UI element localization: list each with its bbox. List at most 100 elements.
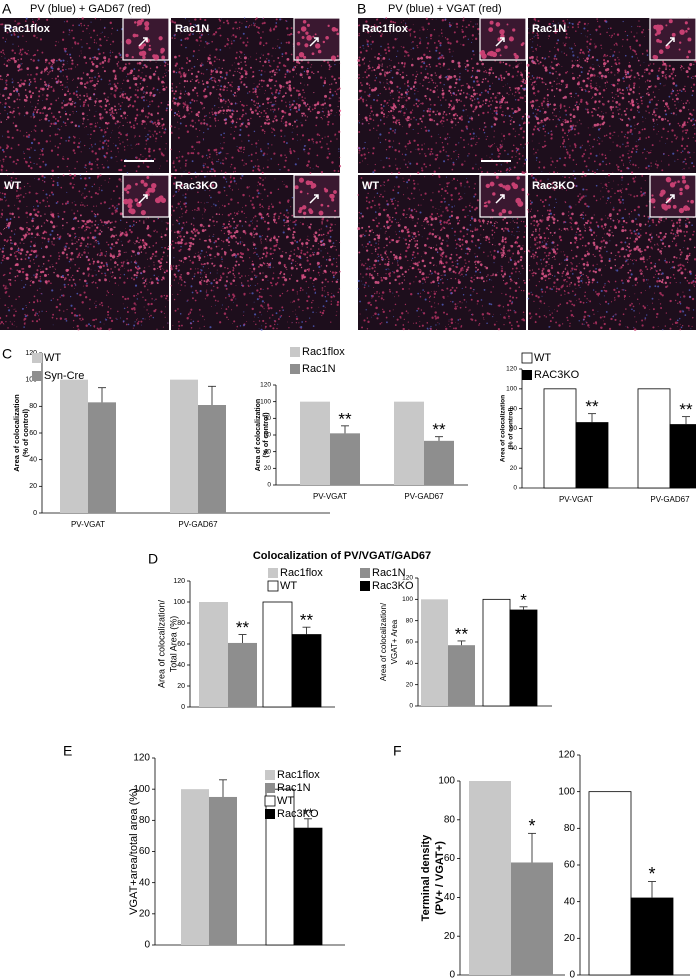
x-tick-label: PV-GAD67 — [404, 492, 444, 501]
legend-label: Rac1N — [277, 782, 311, 794]
y-tick-label: 100 — [173, 599, 185, 606]
y-tick-label: 80 — [510, 405, 518, 412]
y-tick-label: 100 — [438, 776, 455, 787]
significance: ** — [300, 611, 314, 630]
y-tick-label: 60 — [139, 846, 151, 857]
y-tick-label: 80 — [264, 415, 272, 422]
y-tick-label: 40 — [510, 445, 518, 452]
red-signal — [170, 175, 341, 331]
genotype-label: Rac1N — [175, 23, 209, 35]
y-tick-label: 120 — [260, 382, 271, 389]
y-tick-label: 120 — [558, 750, 575, 761]
x-tick-label: PV-GAD67 — [178, 520, 218, 529]
legend-label: WT — [280, 580, 297, 592]
bar — [330, 433, 360, 485]
panel-label: A — [2, 1, 12, 17]
y-axis-label: (% of control) — [508, 408, 515, 450]
bar — [482, 598, 511, 707]
y-tick-label: 40 — [444, 892, 456, 903]
significance: ** — [303, 806, 313, 821]
y-tick-label: 20 — [406, 681, 414, 688]
y-tick-label: 20 — [264, 465, 272, 472]
panel-label: D — [148, 551, 158, 567]
significance: ** — [585, 397, 599, 416]
inset-signal — [650, 175, 694, 214]
y-axis-label: (% of control) — [263, 412, 270, 457]
y-tick-label: 80 — [564, 823, 576, 834]
y-tick-label: 120 — [173, 578, 185, 585]
y-tick-label: 60 — [177, 641, 185, 648]
legend-label: WT — [277, 795, 294, 807]
y-tick-label: 20 — [510, 465, 518, 472]
significance: ** — [432, 420, 446, 439]
arrow — [138, 37, 148, 47]
legend-label: Rac1flox — [280, 567, 323, 579]
legend-label: Rac1flox — [302, 346, 345, 358]
legend-swatch — [32, 353, 42, 363]
legend-swatch — [32, 371, 42, 381]
legend-label: WT — [44, 352, 61, 364]
y-axis-label: VGAT+area/total area (%) — [128, 788, 140, 915]
y-tick-label: 120 — [402, 575, 413, 582]
y-tick-label: 60 — [29, 430, 37, 437]
bar — [293, 827, 323, 946]
y-tick-label: 60 — [510, 425, 518, 432]
y-tick-label: 60 — [406, 639, 414, 646]
y-tick-label: 40 — [264, 448, 272, 455]
x-tick-label: PV-VGAT — [313, 492, 347, 501]
legend-label: Syn-Cre — [44, 370, 84, 382]
y-tick-label: 120 — [506, 366, 517, 373]
genotype-label: Rac1flox — [362, 23, 409, 35]
y-axis-label: Terminal density — [420, 834, 432, 921]
y-axis-label: Area of colocalization — [12, 394, 21, 472]
legend-label: Rac3KO — [372, 580, 414, 592]
y-tick-label: 20 — [564, 933, 576, 944]
y-tick-label: 0 — [569, 970, 575, 979]
legend-swatch — [268, 568, 278, 578]
y-tick-label: 20 — [177, 683, 185, 690]
arrow — [665, 37, 675, 47]
arrow — [495, 37, 505, 47]
bar — [88, 402, 116, 513]
y-tick-label: 100 — [25, 377, 37, 384]
legend-swatch — [265, 809, 275, 819]
red-signal — [357, 17, 527, 175]
inset-signal — [479, 20, 525, 60]
genotype-label: WT — [4, 180, 21, 192]
significance: * — [520, 590, 527, 609]
bar — [448, 645, 475, 706]
y-axis-label: Area of colocalization — [500, 395, 507, 462]
red-bright — [170, 55, 342, 128]
y-tick-label: 40 — [406, 660, 414, 667]
legend-label: WT — [534, 352, 551, 364]
legend-swatch — [360, 581, 370, 591]
inset-signal — [483, 175, 525, 217]
section-title: Colocalization of PV/VGAT/GAD67 — [253, 550, 431, 562]
y-tick-label: 0 — [409, 703, 413, 710]
y-tick-label: 100 — [402, 596, 413, 603]
y-tick-label: 100 — [133, 784, 150, 795]
y-axis-label: VGAT+ Area — [390, 619, 399, 664]
red-bright — [357, 212, 527, 285]
inset-signal — [295, 20, 340, 61]
y-tick-label: 40 — [29, 457, 37, 464]
y-tick-label: 80 — [177, 620, 185, 627]
legend-swatch — [264, 795, 276, 807]
arrow — [665, 194, 675, 204]
x-tick-label: PV-VGAT — [71, 520, 105, 529]
arrow — [309, 37, 319, 47]
legend-swatch — [521, 352, 533, 364]
x-tick-label: PV-VGAT — [559, 495, 593, 504]
legend-swatch — [267, 580, 279, 592]
y-tick-label: 120 — [133, 753, 150, 764]
y-tick-label: 60 — [444, 853, 456, 864]
y-tick-label: 120 — [25, 350, 37, 357]
y-tick-label: 0 — [267, 482, 271, 489]
significance: ** — [338, 409, 352, 428]
legend-label: Rac3KO — [277, 808, 319, 820]
y-tick-label: 100 — [506, 386, 517, 393]
red-bright — [527, 212, 696, 285]
y-tick-label: 80 — [406, 617, 414, 624]
bar — [228, 642, 257, 707]
